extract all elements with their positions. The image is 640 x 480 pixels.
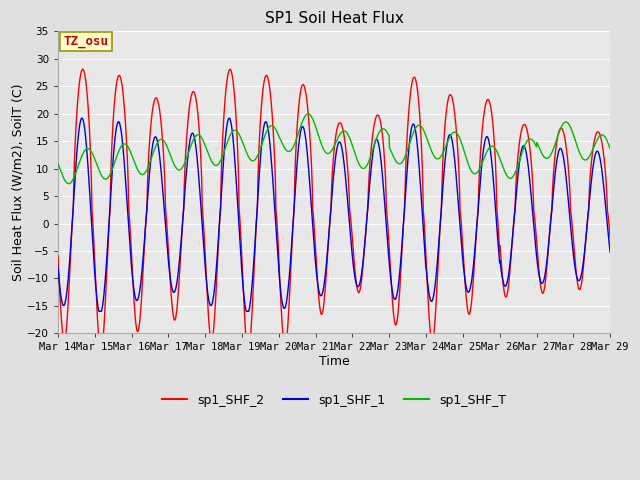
sp1_SHF_T <box>606 146 614 152</box>
sp1_SHF_2 <box>79 66 86 72</box>
sp1_SHF_T <box>304 111 312 117</box>
sp1_SHF_T <box>65 181 72 187</box>
sp1_SHF_2 <box>493 192 500 197</box>
sp1_SHF_T <box>420 129 428 135</box>
Y-axis label: Soil Heat Flux (W/m2), SoilT (C): Soil Heat Flux (W/m2), SoilT (C) <box>11 84 24 281</box>
sp1_SHF_1 <box>54 264 61 270</box>
sp1_SHF_1 <box>95 309 103 314</box>
Text: TZ_osu: TZ_osu <box>63 36 108 48</box>
sp1_SHF_2 <box>420 223 428 229</box>
Title: SP1 Soil Heat Flux: SP1 Soil Heat Flux <box>264 11 403 26</box>
sp1_SHF_T <box>54 161 61 167</box>
sp1_SHF_1 <box>606 250 614 255</box>
X-axis label: Time: Time <box>319 355 349 368</box>
sp1_SHF_2 <box>95 341 103 347</box>
sp1_SHF_1 <box>164 250 172 256</box>
sp1_SHF_T <box>177 166 185 172</box>
sp1_SHF_T <box>239 140 247 146</box>
Line: sp1_SHF_2: sp1_SHF_2 <box>58 69 610 344</box>
Line: sp1_SHF_T: sp1_SHF_T <box>58 114 610 184</box>
Line: sp1_SHF_1: sp1_SHF_1 <box>58 118 610 312</box>
sp1_SHF_2 <box>541 280 549 286</box>
sp1_SHF_T <box>164 145 172 151</box>
sp1_SHF_1 <box>177 239 185 244</box>
sp1_SHF_1 <box>493 220 500 226</box>
sp1_SHF_T <box>493 148 500 154</box>
sp1_SHF_2 <box>606 235 614 240</box>
Legend: sp1_SHF_2, sp1_SHF_1, sp1_SHF_T: sp1_SHF_2, sp1_SHF_1, sp1_SHF_T <box>157 388 511 411</box>
sp1_SHF_1 <box>541 270 549 276</box>
sp1_SHF_1 <box>420 244 428 250</box>
sp1_SHF_1 <box>225 115 233 121</box>
sp1_SHF_2 <box>239 287 247 292</box>
sp1_SHF_T <box>541 155 549 161</box>
sp1_SHF_2 <box>178 237 186 242</box>
sp1_SHF_1 <box>239 287 247 292</box>
sp1_SHF_2 <box>164 241 172 247</box>
sp1_SHF_2 <box>54 252 61 258</box>
